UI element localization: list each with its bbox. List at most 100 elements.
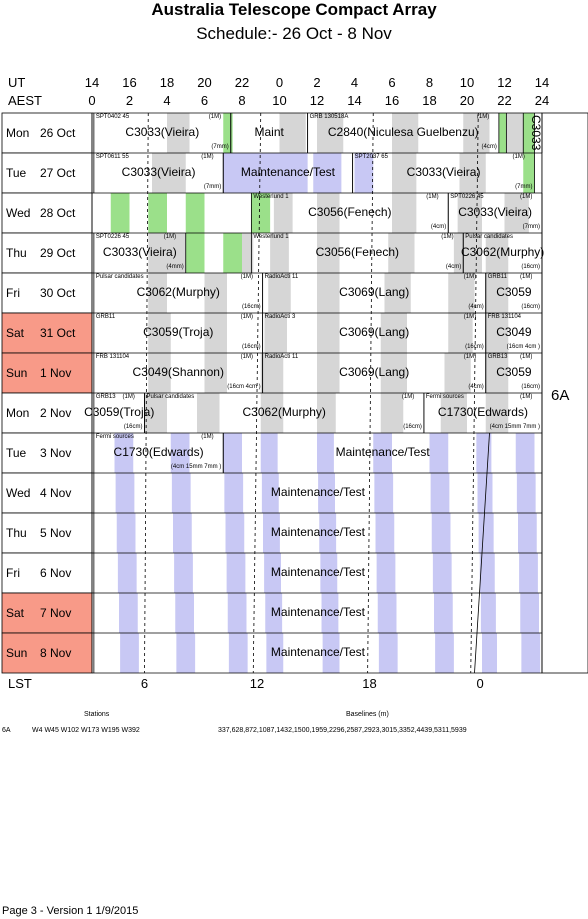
- night-stripe: [223, 433, 242, 473]
- baselines-heading: Baselines (m): [346, 711, 389, 718]
- day-weekday: Tue: [6, 446, 27, 460]
- night-stripe: [319, 513, 337, 553]
- day-weekday: Sun: [6, 646, 28, 660]
- stations-list: W4 W45 W102 W173 W195 W392: [32, 727, 140, 734]
- blank-cell: [92, 553, 115, 593]
- night-stripe: [478, 513, 494, 553]
- block-band: (1M): [520, 394, 533, 400]
- night-stripe: [463, 113, 490, 153]
- lst-solid-line: [474, 432, 490, 674]
- block-source-note: FRB 131104: [487, 314, 521, 320]
- block-receiver: (16cm): [521, 264, 540, 270]
- block-label: C3069(Lang): [339, 325, 410, 339]
- day-cell: [1, 352, 93, 394]
- block-band: (1M): [441, 234, 454, 240]
- night-stripe: [516, 473, 536, 513]
- night-stripe: [148, 353, 171, 393]
- night-stripe: [485, 393, 509, 433]
- day-cell: [1, 472, 93, 514]
- night-stripe: [279, 113, 306, 153]
- lst-axis-label: LST: [8, 676, 32, 691]
- baselines-list: 337,628,872,1087,1432,1500,1959,2296,258…: [218, 727, 467, 734]
- block-label: C3033(Vieira): [406, 165, 481, 179]
- block-receiver: (16cm): [521, 384, 540, 390]
- page-footer: Page 3 - Version 1 1/9/2015: [2, 905, 139, 917]
- block-label: Maintenance/Test: [270, 565, 365, 579]
- day-date: 8 Nov: [40, 646, 72, 660]
- block-source-note: Pulsar candidates: [465, 234, 513, 240]
- block-label: C3056(Fenech): [308, 205, 392, 219]
- block-band: (1M): [463, 274, 477, 280]
- night-stripe: [176, 633, 196, 673]
- block-source-note: RadioActi 11: [264, 354, 299, 360]
- block-receiver: (7mm): [203, 184, 222, 190]
- night-stripe: [174, 553, 193, 593]
- block-receiver: (16cm 4cm ): [227, 384, 261, 390]
- block-label: C3049: [496, 325, 532, 339]
- night-stripe: [313, 153, 342, 193]
- block-band: (1M): [512, 154, 525, 160]
- night-stripe: [429, 433, 449, 473]
- night-stripe: [171, 473, 191, 513]
- night-stripe: [392, 153, 417, 193]
- night-stripe: [520, 593, 539, 633]
- night-stripe: [317, 193, 340, 233]
- night-stripe: [117, 553, 137, 593]
- block-label: C3056(Fenech): [315, 245, 400, 259]
- day-weekday: Sun: [6, 366, 28, 380]
- block-receiver: (16cm): [123, 424, 143, 430]
- night-stripe: [260, 433, 278, 473]
- ut-tick: 4: [350, 75, 359, 90]
- block-band: (1M): [520, 354, 533, 360]
- lst-tick: 12: [249, 676, 265, 691]
- day-date: 30 Oct: [40, 286, 76, 300]
- block-label: C3059(Troja): [84, 405, 155, 419]
- night-stripe: [321, 593, 339, 633]
- day-cell: [1, 312, 93, 354]
- aest-tick: 12: [309, 93, 325, 108]
- config-column: [541, 112, 588, 674]
- night-stripe: [264, 313, 287, 353]
- night-stripe: [204, 313, 227, 353]
- aest-tick: 22: [497, 93, 512, 108]
- block-band: (1M): [240, 354, 253, 360]
- day-date: 26 Oct: [40, 126, 76, 140]
- night-stripe: [148, 193, 167, 233]
- ut-tick: 10: [459, 75, 475, 90]
- ut-tick: 20: [197, 75, 212, 90]
- aest-tick: 0: [88, 93, 96, 108]
- block-receiver: (16cm): [241, 344, 261, 350]
- block-label: Maintenance/Test: [270, 645, 365, 659]
- day-weekday: Fri: [6, 286, 20, 300]
- night-stripe: [273, 193, 293, 233]
- day-weekday: Mon: [6, 406, 30, 420]
- day-cell: [1, 192, 93, 234]
- night-stripe: [519, 553, 538, 593]
- day-weekday: Wed: [6, 206, 31, 220]
- night-stripe: [515, 433, 535, 473]
- night-stripe: [261, 473, 279, 513]
- day-cell: [1, 152, 93, 194]
- night-stripe: [119, 593, 138, 633]
- block-band: (1M): [401, 394, 415, 400]
- aest-tick: 16: [384, 93, 400, 108]
- day-weekday: Thu: [6, 526, 27, 540]
- block-receiver: (4cm): [468, 384, 484, 390]
- aest-tick: 24: [534, 93, 550, 108]
- night-stripe: [167, 113, 190, 153]
- night-stripe: [322, 633, 340, 673]
- night-stripe: [227, 593, 247, 633]
- blank-cell: [92, 513, 115, 553]
- block-label: C3059(Troja): [143, 325, 214, 339]
- block-label: C3069(Lang): [339, 365, 410, 379]
- night-stripe: [388, 233, 415, 273]
- ut-axis-label: UT: [8, 75, 26, 90]
- block-label: C3069(Lang): [339, 285, 410, 299]
- block-receiver: (4cm 15mm 7mm ): [170, 464, 222, 470]
- night-stripe: [115, 473, 135, 513]
- night-stripe: [268, 273, 291, 313]
- night-stripe: [226, 553, 246, 593]
- block-source-note: GRB 130518A: [309, 114, 349, 120]
- block-receiver: (4mm): [166, 264, 184, 270]
- block-receiver: (16cm 4cm ): [506, 344, 540, 350]
